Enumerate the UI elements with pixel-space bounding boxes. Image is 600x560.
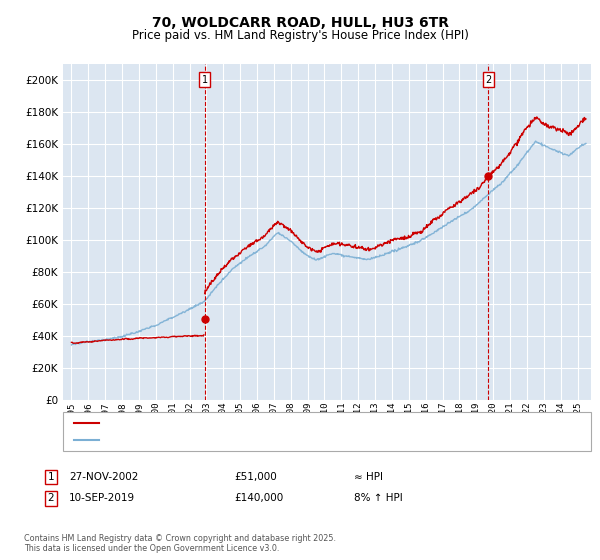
Text: 8% ↑ HPI: 8% ↑ HPI bbox=[354, 493, 403, 503]
Text: 1: 1 bbox=[47, 472, 55, 482]
Text: 70, WOLDCARR ROAD, HULL, HU3 6TR (semi-detached house): 70, WOLDCARR ROAD, HULL, HU3 6TR (semi-d… bbox=[104, 418, 409, 428]
Text: £140,000: £140,000 bbox=[234, 493, 283, 503]
Text: 2: 2 bbox=[485, 74, 491, 85]
Text: ≈ HPI: ≈ HPI bbox=[354, 472, 383, 482]
Text: 27-NOV-2002: 27-NOV-2002 bbox=[69, 472, 139, 482]
Text: 10-SEP-2019: 10-SEP-2019 bbox=[69, 493, 135, 503]
Text: 70, WOLDCARR ROAD, HULL, HU3 6TR: 70, WOLDCARR ROAD, HULL, HU3 6TR bbox=[151, 16, 449, 30]
Text: HPI: Average price, semi-detached house, City of Kingston upon Hull: HPI: Average price, semi-detached house,… bbox=[104, 435, 439, 445]
Text: Price paid vs. HM Land Registry's House Price Index (HPI): Price paid vs. HM Land Registry's House … bbox=[131, 29, 469, 42]
Text: 2: 2 bbox=[47, 493, 55, 503]
Text: £51,000: £51,000 bbox=[234, 472, 277, 482]
Text: 1: 1 bbox=[202, 74, 208, 85]
Text: Contains HM Land Registry data © Crown copyright and database right 2025.
This d: Contains HM Land Registry data © Crown c… bbox=[24, 534, 336, 553]
